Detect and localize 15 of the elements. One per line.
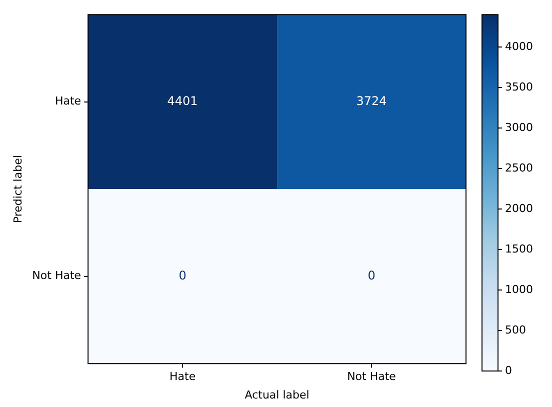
color-bar-label: 500: [505, 323, 526, 336]
y-axis-title: Predict label: [11, 155, 24, 224]
color-bar-label: 2500: [505, 161, 533, 174]
color-bar-label: 1500: [505, 242, 533, 256]
color-bar-label: 3500: [505, 80, 533, 94]
data-label: 4401: [167, 94, 198, 108]
color-bar-label: 1000: [505, 282, 533, 296]
color-bar-label: 2000: [505, 202, 533, 215]
data-label: 0: [368, 268, 376, 282]
x-axis-title: Actual label: [244, 388, 310, 402]
color-bar-label: 0: [505, 364, 512, 377]
color-bar-label: 3000: [505, 120, 533, 134]
data-label: 3724: [356, 94, 387, 108]
data-label: 0: [178, 268, 186, 282]
color-bar-label: 4000: [505, 40, 533, 53]
